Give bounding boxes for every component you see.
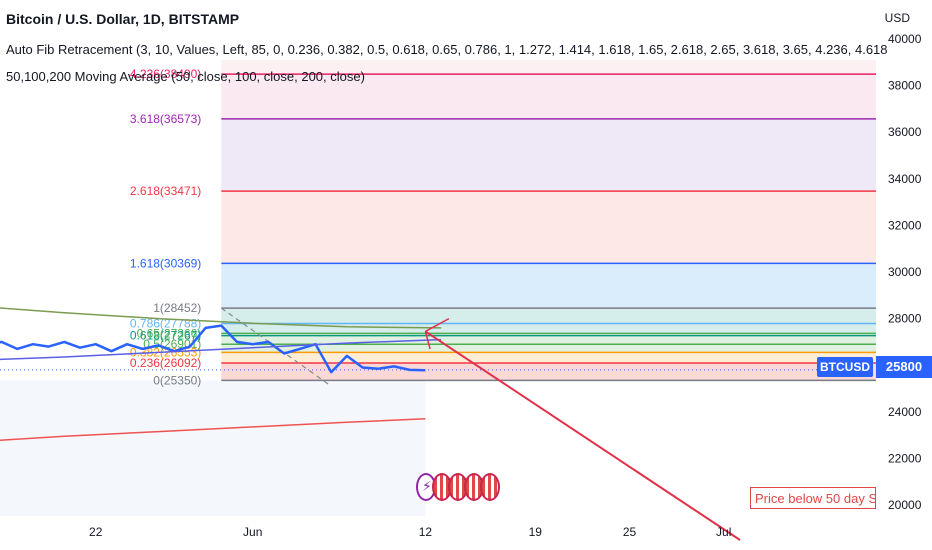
series-line-btcusd [0,324,426,374]
fib-label-9: 2.618(33471) [130,184,201,198]
fib-band-5 [221,191,877,264]
x-tick-label-0: 22 [89,525,103,539]
x-tick-label-4: 25 [623,525,637,539]
y-tick-label-10: 40000 [888,32,922,46]
fib-band-3 [221,308,877,334]
fib-band-8 [221,60,877,75]
x-tick-label-1: Jun [243,525,262,539]
us-flag-event-icon-4[interactable] [480,473,500,501]
fib-label-5: 0.65(27366) [137,326,202,340]
arrow-head-lower [424,331,431,350]
fib-label-1: 0.236(26092) [130,356,201,370]
y-tick-label-4: 28000 [888,312,922,326]
price-axis-background [876,0,932,550]
fib-label-4: 0.618(27267) [130,329,201,343]
ticker-badge: BTCUSD [817,357,873,377]
x-tick-label-3: 19 [529,525,543,539]
currency-label: USD [884,11,910,25]
arrow-shaft [424,330,741,541]
y-tick-label-9: 38000 [888,79,922,93]
fib-band-2 [221,333,877,353]
sma-alert-label: Price below 50 day SMA [750,487,876,509]
fib-band-7 [221,74,877,119]
y-tick-label-5: 30000 [888,265,922,279]
fib-label-10: 3.618(36573) [130,112,201,126]
arrow-head-upper [425,317,450,333]
y-tick-label-7: 34000 [888,172,922,186]
fib-label-0: 0(25350) [153,373,201,387]
moving-average-indicator-label[interactable]: 50,100,200 Moving Average (50, close, 10… [6,69,365,84]
fib-indicator-label[interactable]: Auto Fib Retracement (3, 10, Values, Lef… [6,42,888,57]
y-tick-label-1: 22000 [888,451,922,465]
price-area-shade [0,380,426,516]
fib-label-7: 1(28452) [153,301,201,315]
chart-title[interactable]: Bitcoin / U.S. Dollar, 1D, BITSTAMP [6,11,240,27]
y-tick-label-6: 32000 [888,218,922,232]
fib-label-11: 4.236(38490) [130,67,201,81]
fib-band-1 [221,352,877,364]
x-tick-label-2: 12 [419,525,433,539]
fib-band-6 [221,118,877,192]
x-tick-label-5: Jul [716,525,731,539]
y-tick-label-0: 20000 [888,498,922,512]
fib-band-4 [221,263,877,309]
last-price-badge: 25800 [876,356,932,378]
fib-label-8: 1.618(30369) [130,256,201,270]
series-line-ma100 [0,338,442,361]
series-line-ma50 [0,307,442,329]
y-tick-label-8: 36000 [888,125,922,139]
y-tick-label-2: 24000 [888,405,922,419]
series-line-ma200 [0,418,426,442]
